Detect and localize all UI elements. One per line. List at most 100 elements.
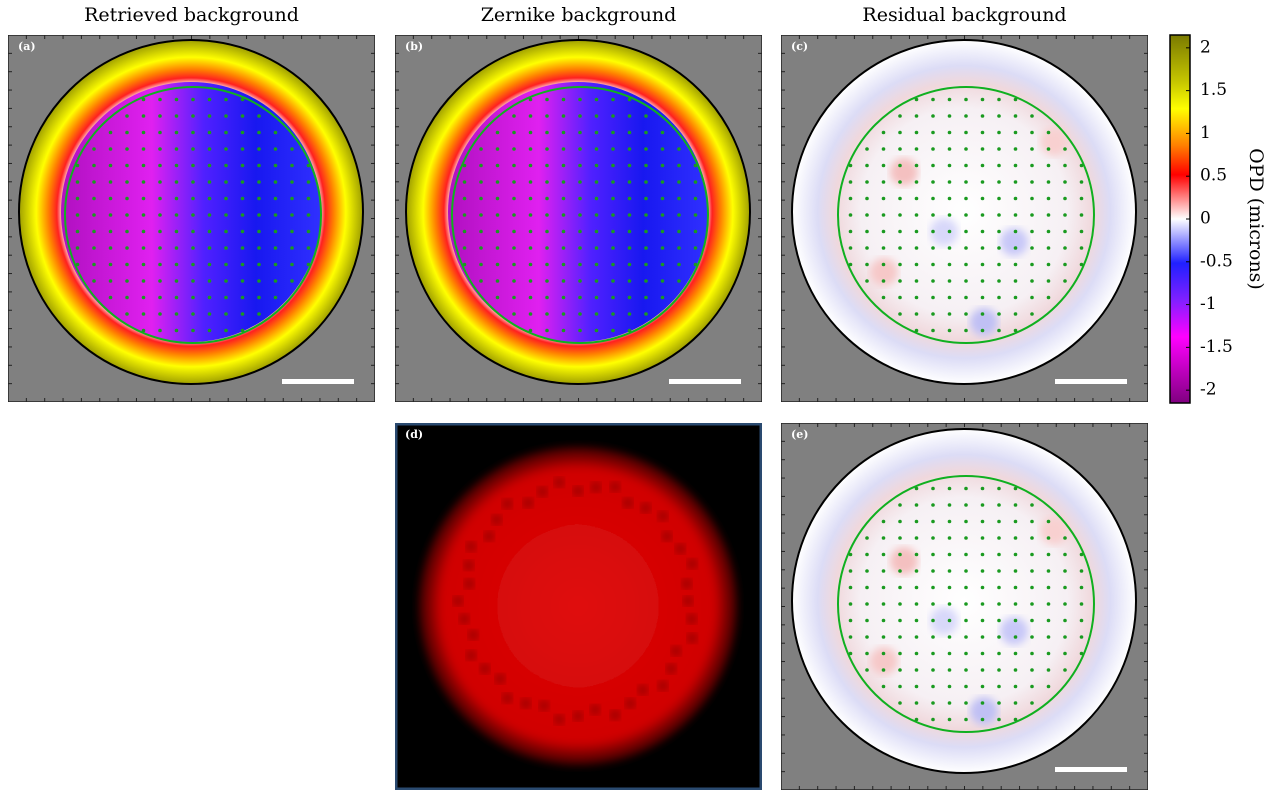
lenslet-dot	[1063, 602, 1067, 606]
lenslet-dot	[528, 295, 533, 300]
lenslet-dot	[594, 328, 599, 333]
lenslet-dot	[997, 651, 1001, 656]
lenslet-dot	[578, 114, 582, 118]
lenslet-dot	[947, 717, 952, 722]
lenslet-dot	[545, 279, 549, 283]
lenslet-dot	[881, 585, 886, 590]
lenslet-dot	[644, 147, 648, 151]
lenslet-dot	[881, 130, 886, 135]
lenslet-dot	[1063, 635, 1067, 639]
lenslet-dot	[257, 312, 261, 316]
lenslet-dot	[561, 262, 566, 267]
lenslet-dot	[947, 229, 952, 234]
lenslet-dot	[240, 196, 245, 201]
lenslet-dot	[545, 147, 549, 151]
lenslet-dot	[677, 180, 681, 184]
photo-spot	[686, 613, 697, 624]
lenslet-dot	[693, 163, 698, 168]
lenslet-dot	[240, 147, 245, 151]
colorbar-tick-label: 0.5	[1200, 166, 1227, 186]
lenslet-dot	[1030, 196, 1034, 201]
lenslet-dot	[627, 279, 632, 283]
lenslet-dot	[931, 295, 935, 300]
lenslet-dot	[479, 279, 483, 283]
photo-spot	[666, 663, 677, 674]
lenslet-dot	[1030, 114, 1034, 118]
lenslet-dot	[980, 262, 985, 267]
photo-spot	[554, 477, 565, 488]
lenslet-dot	[462, 180, 467, 184]
photo-spot	[683, 596, 693, 606]
lenslet-dot	[1013, 163, 1018, 168]
photo-spot	[610, 710, 621, 721]
lenslet-dot	[914, 262, 919, 267]
lenslet-dot	[898, 618, 902, 623]
lenslet-dot	[174, 246, 179, 250]
lenslet-dot	[1046, 552, 1051, 557]
lenslet-dot	[224, 295, 228, 300]
lenslet-dot	[881, 519, 886, 524]
lenslet-dot	[1063, 196, 1067, 201]
lenslet-dot	[141, 279, 146, 283]
lenslet-dot	[931, 651, 935, 656]
lenslet-dot	[125, 213, 129, 217]
lenslet-dot	[947, 602, 952, 606]
lenslet-dot	[997, 180, 1001, 184]
lenslet-dot	[578, 130, 582, 135]
lenslet-dot	[865, 163, 869, 168]
lenslet-dot	[479, 180, 483, 184]
lenslet-dot	[1046, 130, 1051, 135]
lenslet-dot	[191, 328, 195, 333]
lenslet-dot	[191, 279, 195, 283]
lenslet-dot	[224, 163, 228, 168]
lenslet-dot	[1013, 569, 1018, 573]
lenslet-dot	[964, 130, 968, 135]
lenslet-dot	[1063, 163, 1067, 168]
lenslet-dot	[881, 262, 886, 267]
lenslet-dot	[881, 602, 886, 606]
lenslet-dot	[947, 651, 952, 656]
photo-spot	[453, 596, 463, 606]
lenslet-dot	[512, 130, 516, 135]
lenslet-dot	[174, 279, 179, 283]
lenslet-dot	[174, 328, 179, 333]
lenslet-dot	[240, 130, 245, 135]
lenslet-dot	[92, 213, 96, 217]
lenslet-dot	[1013, 180, 1018, 184]
lenslet-dot	[1063, 262, 1067, 267]
photo-spot	[468, 629, 479, 640]
lenslet-dot	[257, 279, 261, 283]
lenslet-dot	[240, 279, 245, 283]
lenslet-dot	[914, 618, 919, 623]
lenslet-dot	[644, 180, 648, 184]
lenslet-dot	[964, 635, 968, 639]
lenslet-dot	[881, 552, 886, 557]
pupil-inner	[61, 82, 321, 342]
lenslet-dot	[1013, 717, 1018, 722]
lenslet-dot	[898, 569, 902, 573]
lenslet-dot	[174, 312, 179, 316]
lenslet-dot	[207, 163, 212, 168]
lenslet-dot	[1013, 701, 1018, 705]
lenslet-dot	[594, 130, 599, 135]
lenslet-dot	[693, 229, 698, 234]
lenslet-dot	[108, 246, 113, 250]
lenslet-dot	[627, 295, 632, 300]
lenslet-dot	[964, 312, 968, 316]
lenslet-dot	[141, 213, 146, 217]
lenslet-dot	[898, 130, 902, 135]
lenslet-dot	[207, 279, 212, 283]
lenslet-dot	[1030, 262, 1034, 267]
lenslet-dot	[611, 97, 615, 102]
lenslet-dot	[1013, 668, 1018, 672]
lenslet-dot	[947, 279, 952, 283]
lenslet-dot	[125, 180, 129, 184]
lenslet-dot	[914, 213, 919, 217]
photo-spot	[637, 684, 648, 695]
lenslet-dot	[224, 312, 228, 316]
lenslet-dot	[174, 196, 179, 201]
lenslet-dot	[1013, 519, 1018, 524]
lenslet-dot	[1030, 312, 1034, 316]
lenslet-dot	[512, 196, 516, 201]
lenslet-dot	[914, 717, 919, 722]
